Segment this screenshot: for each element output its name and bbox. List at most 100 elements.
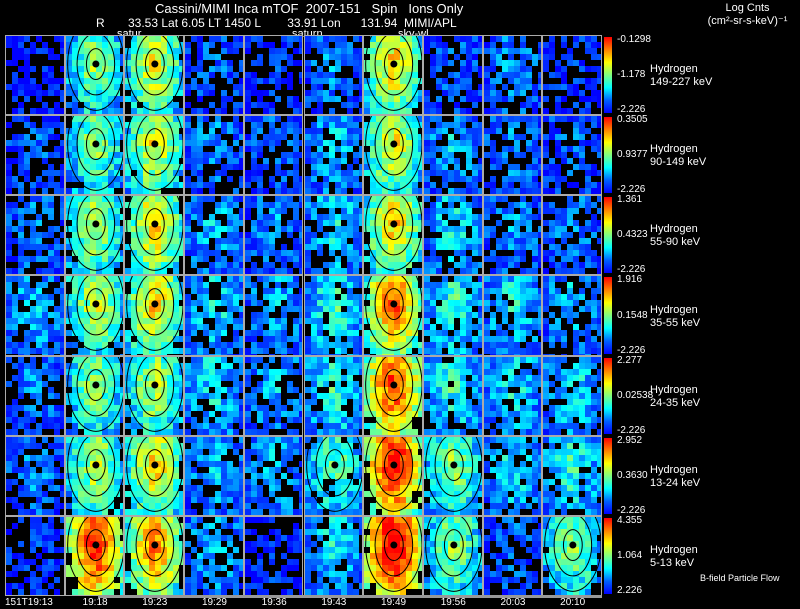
pixel bbox=[537, 158, 542, 165]
pixel bbox=[125, 422, 132, 429]
pixel bbox=[262, 362, 269, 369]
pixel bbox=[519, 72, 526, 78]
pixel bbox=[191, 182, 198, 189]
pixel bbox=[394, 78, 401, 84]
pixel bbox=[370, 300, 377, 307]
pixel bbox=[394, 324, 401, 331]
pixel bbox=[233, 238, 240, 245]
pixel bbox=[36, 244, 42, 251]
pixel bbox=[370, 232, 377, 239]
pixel bbox=[501, 194, 508, 195]
pixel bbox=[42, 128, 48, 135]
pixel bbox=[191, 84, 198, 90]
pixel bbox=[418, 152, 422, 159]
pixel bbox=[423, 90, 430, 96]
pixel bbox=[549, 122, 556, 129]
pixel bbox=[340, 250, 347, 257]
pixel bbox=[24, 416, 30, 423]
pixel bbox=[143, 42, 150, 48]
pixel bbox=[400, 194, 407, 195]
pixel bbox=[549, 276, 556, 283]
pixel bbox=[597, 238, 601, 245]
pixel bbox=[54, 356, 60, 363]
pixel bbox=[48, 232, 54, 239]
pixel bbox=[567, 306, 574, 313]
pixel bbox=[6, 140, 12, 147]
pixel bbox=[459, 238, 466, 245]
pixel bbox=[233, 122, 240, 129]
pitch-angle-map bbox=[125, 276, 184, 355]
pixel bbox=[400, 202, 407, 209]
pixel bbox=[167, 392, 174, 399]
pixel bbox=[537, 128, 542, 135]
pixel bbox=[429, 66, 436, 72]
pixel bbox=[36, 134, 42, 141]
pixel bbox=[95, 96, 102, 102]
pixel bbox=[239, 342, 243, 349]
pixel bbox=[101, 78, 108, 84]
pixel bbox=[370, 84, 377, 90]
pixel bbox=[364, 312, 371, 319]
pitch-angle-contour bbox=[126, 356, 184, 432]
pixel bbox=[382, 262, 389, 269]
pitch-angle-map bbox=[65, 116, 124, 195]
pixel bbox=[537, 114, 542, 115]
pixel bbox=[591, 48, 598, 54]
pixel bbox=[477, 36, 482, 42]
pixel bbox=[304, 262, 311, 269]
pixel bbox=[101, 262, 108, 269]
pixel bbox=[340, 312, 347, 319]
pixel bbox=[24, 256, 30, 263]
pixel bbox=[113, 282, 120, 289]
pixel bbox=[328, 72, 335, 78]
pixel bbox=[12, 140, 18, 147]
pixel bbox=[453, 250, 460, 257]
pixel bbox=[18, 66, 24, 72]
pixel bbox=[370, 140, 377, 147]
pixel bbox=[48, 244, 54, 251]
pixel bbox=[543, 330, 550, 337]
pitch-angle-map bbox=[423, 196, 482, 275]
pixel bbox=[537, 288, 542, 295]
pixel bbox=[71, 324, 78, 331]
pixel bbox=[549, 48, 556, 54]
pixel bbox=[322, 42, 329, 48]
pixel bbox=[435, 318, 442, 325]
pixel bbox=[352, 250, 359, 257]
pixel bbox=[209, 140, 216, 147]
pixel bbox=[12, 72, 18, 78]
pixel bbox=[221, 164, 228, 171]
pixel bbox=[239, 108, 243, 114]
pixel bbox=[549, 330, 556, 337]
pixel bbox=[322, 354, 329, 355]
pixel bbox=[107, 140, 114, 147]
pitch-angle-map bbox=[244, 36, 303, 115]
pixel bbox=[364, 274, 371, 275]
pixel bbox=[591, 90, 598, 96]
pixel bbox=[280, 226, 287, 233]
pixel bbox=[394, 170, 401, 177]
heatmap-cell bbox=[184, 275, 244, 356]
pixel bbox=[292, 170, 299, 177]
pixel bbox=[585, 276, 592, 283]
pixel bbox=[185, 380, 192, 387]
pixel bbox=[125, 122, 132, 129]
pixel bbox=[185, 102, 192, 108]
pixel bbox=[262, 268, 269, 275]
pixel bbox=[221, 146, 228, 153]
pixel bbox=[24, 220, 30, 227]
pixel bbox=[18, 262, 24, 269]
pixel bbox=[167, 276, 174, 283]
pixel bbox=[346, 300, 353, 307]
pixel bbox=[495, 330, 502, 337]
pixel bbox=[567, 182, 574, 189]
pixel bbox=[113, 102, 120, 108]
pixel bbox=[30, 330, 36, 337]
pixel bbox=[441, 324, 448, 331]
pixel bbox=[423, 188, 430, 195]
heatmap-cell bbox=[482, 35, 543, 116]
pixel bbox=[185, 368, 192, 375]
pixel bbox=[89, 194, 96, 195]
pixel bbox=[173, 116, 180, 123]
pixel bbox=[579, 122, 586, 129]
